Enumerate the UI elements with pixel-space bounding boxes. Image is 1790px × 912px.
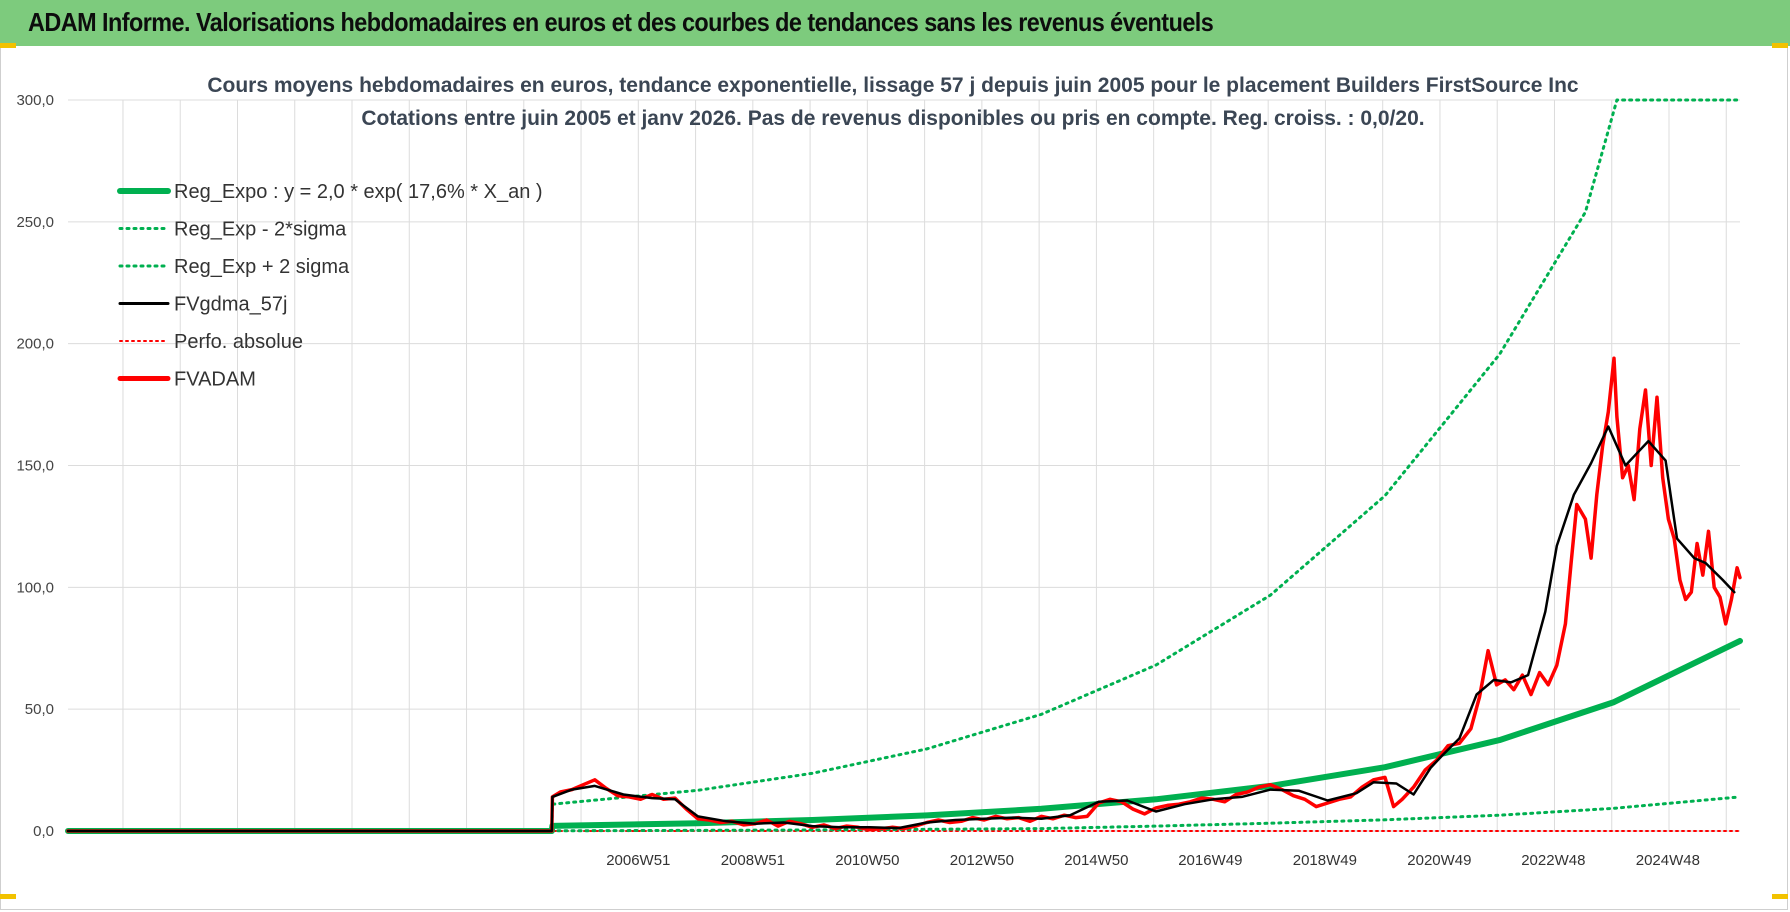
corner-marker-bottom-right xyxy=(1772,894,1788,899)
chart-subtitle: Cotations entre juin 2005 et janv 2026. … xyxy=(361,107,1424,130)
y-tick-label: 250,0 xyxy=(16,214,54,231)
x-tick-label: 2024W48 xyxy=(1636,852,1700,869)
x-tick-label: 2022W48 xyxy=(1521,852,1585,869)
corner-marker-bottom-left xyxy=(0,894,16,899)
legend-label-reg_expo: Reg_Expo : y = 2,0 * exp( 17,6% * X_an ) xyxy=(174,181,543,203)
chart-title: Cours moyens hebdomadaires en euros, ten… xyxy=(207,74,1579,97)
x-tick-label: 2012W50 xyxy=(950,852,1014,869)
corner-marker-top-left xyxy=(0,43,16,48)
x-tick-label: 2006W51 xyxy=(606,852,670,869)
series-line-reg-exp-2-sigma xyxy=(66,98,1742,833)
x-tick-label: 2014W50 xyxy=(1064,852,1128,869)
x-tick-label: 2010W50 xyxy=(835,852,899,869)
x-tick-label: 2018W49 xyxy=(1293,852,1357,869)
series-line-fvgdma-57j xyxy=(66,425,1736,833)
series-line-fvadam xyxy=(66,356,1742,833)
x-tick-label: 2020W49 xyxy=(1407,852,1471,869)
legend-label-reg_minus: Reg_Exp - 2*sigma xyxy=(174,219,347,241)
x-tick-label: 2008W51 xyxy=(721,852,785,869)
legend-label-fvgdma: FVgdma_57j xyxy=(174,294,287,316)
report-title: ADAM Informe. Valorisations hebdomadaire… xyxy=(28,7,1214,37)
y-tick-label: 0,0 xyxy=(33,823,54,840)
series-line-reg-expo xyxy=(65,637,1743,834)
corner-marker-top-right xyxy=(1772,43,1788,48)
x-tick-label: 2016W49 xyxy=(1178,852,1242,869)
header-bar: ADAM Informe. Valorisations hebdomadaire… xyxy=(0,0,1790,46)
y-tick-label: 150,0 xyxy=(16,458,54,475)
y-tick-label: 200,0 xyxy=(16,336,54,353)
y-tick-label: 100,0 xyxy=(16,579,54,596)
y-tick-label: 50,0 xyxy=(25,701,54,718)
y-tick-label: 300,0 xyxy=(16,92,54,109)
legend-label-reg_plus: Reg_Exp + 2 sigma xyxy=(174,256,350,278)
legend-label-fvadam: FVADAM xyxy=(174,369,256,391)
legend-label-perfo: Perfo. absolue xyxy=(174,331,303,353)
